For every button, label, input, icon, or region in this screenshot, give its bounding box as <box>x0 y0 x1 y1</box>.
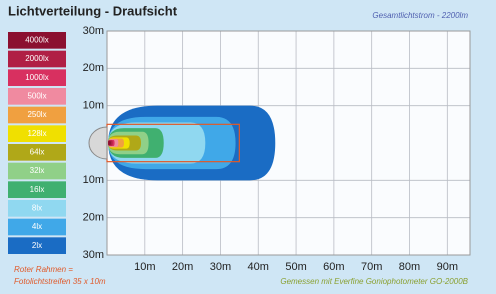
subtitle: Gesamtlichtstrom - 2200lm <box>372 11 468 20</box>
legend-label: 250lx <box>27 110 46 119</box>
x-tick-label: 20m <box>172 261 193 273</box>
x-tick-label: 50m <box>285 261 306 273</box>
chart: Lichtverteilung - Draufsicht Gesamtlicht… <box>0 0 496 294</box>
legend-label: 4000lx <box>25 35 49 44</box>
y-tick-label: 20m <box>83 212 104 224</box>
y-tick-label: 30m <box>83 249 104 261</box>
x-tick-label: 10m <box>134 261 155 273</box>
x-tick-label: 60m <box>323 261 344 273</box>
annotation: Fotolichtstreifen 35 x 10m <box>14 277 106 286</box>
isolux-zone <box>108 141 111 145</box>
legend-label: 2lx <box>32 241 42 250</box>
y-tick-label: 10m <box>83 174 104 186</box>
x-tick-label: 30m <box>210 261 231 273</box>
page: {"chart_data":{"type":"isolux","title":"… <box>0 0 496 294</box>
y-tick-label: 20m <box>83 62 104 74</box>
legend-label: 16lx <box>30 185 45 194</box>
legend-label: 64lx <box>30 147 45 156</box>
x-tick-label: 80m <box>399 261 420 273</box>
y-tick-label: 30m <box>83 25 104 37</box>
x-tick-label: 70m <box>361 261 382 273</box>
legend-label: 1000lx <box>25 73 49 82</box>
x-tick-label: 40m <box>248 261 269 273</box>
legend-label: 2000lx <box>25 54 49 63</box>
legend-label: 8lx <box>32 203 42 212</box>
y-tick-label: 10m <box>83 100 104 112</box>
legend-label: 500lx <box>27 91 46 100</box>
legend-label: 32lx <box>30 166 45 175</box>
footer: Gemessen mit Everfine Goniophotometer GO… <box>280 277 468 286</box>
legend-label: 128lx <box>27 129 46 138</box>
chart-title: Lichtverteilung - Draufsicht <box>8 3 178 18</box>
legend-label: 4lx <box>32 222 42 231</box>
annotation: Roter Rahmen = <box>14 265 73 274</box>
x-tick-label: 90m <box>437 261 458 273</box>
